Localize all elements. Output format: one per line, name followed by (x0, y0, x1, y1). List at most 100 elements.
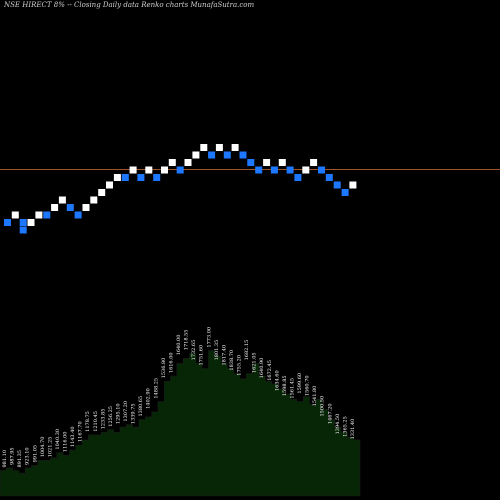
renko-brick-up (35, 211, 43, 219)
volume-label: 991.05 (32, 445, 38, 463)
renko-brick-up (82, 204, 90, 211)
volume-label: 1616.00 (168, 352, 174, 373)
volume-label: 1599.60 (297, 373, 303, 394)
volume-label: 1732.65 (191, 340, 197, 361)
renko-brick-up (113, 174, 121, 181)
renko-brick-down (333, 181, 341, 189)
volume-label: 1467.20 (327, 403, 333, 424)
volume-label: 1817.40 (221, 345, 227, 366)
renko-brick-down (19, 219, 27, 226)
volume-label: 1634.60 (274, 370, 280, 391)
volume-label: 1672.45 (267, 360, 273, 381)
volume-label: 1598.85 (282, 375, 288, 396)
renko-brick-down (270, 166, 278, 174)
renko-brick-up (51, 204, 59, 211)
renko-brick-up (161, 166, 168, 174)
renko-brick-up (11, 211, 19, 219)
volume-label: 1640.00 (176, 335, 182, 356)
renko-brick-down (341, 189, 349, 196)
renko-brick-down (121, 174, 129, 181)
volume-label: 1488.25 (153, 378, 159, 399)
renko-brick-down (137, 174, 145, 181)
volume-label: 1339.75 (131, 403, 137, 424)
renko-brick-up (98, 189, 106, 196)
volume-label: 1380.65 (138, 396, 144, 417)
volume-label: 1560.70 (305, 375, 311, 396)
volume-label: 1307.20 (123, 401, 129, 422)
volume-label: 981.10 (2, 450, 8, 468)
renko-brick-down (294, 174, 302, 181)
renko-brick-down (153, 174, 161, 181)
volume-label: 1621.05 (252, 352, 258, 373)
renko-brick-down (208, 151, 216, 159)
renko-brick-up (192, 151, 200, 159)
volume-label: 1365.25 (342, 416, 348, 437)
volume-label: 1682.15 (244, 340, 250, 361)
volume-label: 1210.45 (93, 411, 99, 432)
renko-brick-up (349, 181, 357, 189)
volume-label: 1751.60 (199, 345, 205, 366)
renko-brick-up (231, 144, 239, 151)
renko-brick-up (302, 166, 310, 174)
volume-label: 891.35 (17, 450, 23, 468)
renko-bricks (4, 144, 357, 234)
volume-label: 1755.20 (237, 355, 243, 376)
renko-brick-up (168, 159, 176, 166)
volume-label: 1500.50 (320, 396, 326, 417)
volume-label: 1331.40 (350, 419, 356, 440)
volume-label: 1773.00 (206, 327, 212, 348)
renko-brick-down (176, 166, 184, 174)
chart-title: NSE HIRECT 8% -- Closing Daily data Renk… (4, 1, 255, 9)
renko-brick-up (58, 196, 66, 204)
volume-label: 1021.25 (47, 437, 53, 458)
renko-brick-up (129, 166, 137, 174)
volume-label: 1402.90 (146, 388, 152, 409)
volume-labels: 981.10 987.95 891.35 923.10 991.05 1004.70 102… (2, 327, 356, 468)
volume-label: 987.95 (10, 447, 16, 465)
renko-brick-down (325, 174, 333, 181)
volume-label: 1004.70 (40, 437, 46, 458)
volume-label: 1116.00 (63, 432, 69, 453)
volume-area (0, 350, 361, 497)
volume-label: 1178.75 (85, 411, 91, 432)
volume-label: 1718.55 (184, 330, 190, 351)
renko-brick-up (27, 219, 35, 226)
volume-label: 923.10 (25, 447, 31, 465)
renko-brick-up (310, 159, 318, 166)
volume-label: 1040.30 (55, 429, 61, 450)
volume-label: 1838.70 (229, 350, 235, 371)
renko-brick-down (223, 151, 231, 159)
renko-brick-up (90, 196, 98, 204)
renko-brick-down (255, 166, 263, 174)
volume-label: 1801.35 (214, 340, 220, 361)
volume-series (0, 350, 361, 497)
renko-brick-up (200, 144, 208, 151)
renko-brick-down (247, 159, 255, 166)
renko-brick-down (43, 211, 51, 219)
renko-brick-down (66, 204, 74, 211)
renko-brick-up (278, 159, 286, 166)
renko-brick-up (106, 181, 113, 189)
renko-brick-down (19, 226, 27, 234)
renko-brick-up (184, 159, 192, 166)
volume-label: 1394.50 (335, 414, 341, 435)
volume-label: 1561.45 (290, 378, 296, 399)
volume-label: 1256.25 (108, 406, 114, 427)
renko-brick-up (263, 159, 271, 166)
renko-brick-down (318, 166, 325, 174)
renko-brick-down (74, 211, 82, 219)
renko-brick-down (239, 151, 247, 159)
volume-label: 1295.10 (116, 403, 122, 424)
volume-label: 1536.80 (161, 358, 167, 379)
volume-label: 1640.90 (259, 358, 265, 379)
volume-label: 1233.85 (100, 409, 106, 430)
renko-brick-up (215, 144, 223, 151)
volume-label: 1541.80 (312, 386, 318, 407)
volume-label: 1143.40 (70, 426, 76, 447)
renko-brick-down (4, 219, 11, 226)
volume-label: 1167.70 (78, 421, 84, 442)
renko-brick-down (286, 166, 294, 174)
renko-brick-up (145, 166, 153, 174)
